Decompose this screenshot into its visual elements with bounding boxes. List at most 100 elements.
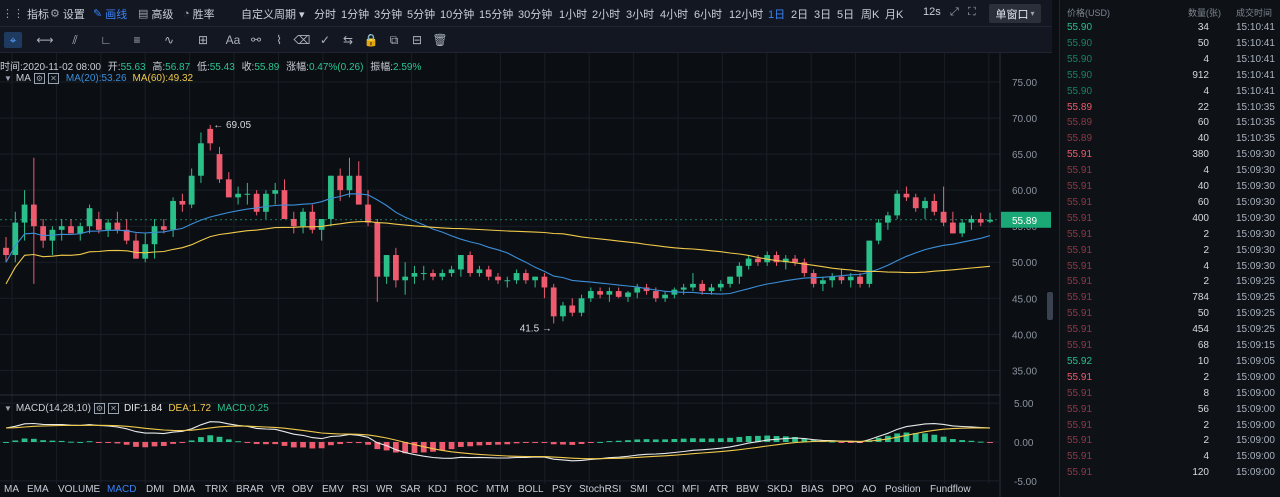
trade-qty: 10 [1197, 355, 1209, 367]
delete-tool-icon[interactable]: 🗑 [432, 33, 448, 47]
collapse-icon[interactable]: ▼ [4, 404, 12, 413]
lock-tool-icon[interactable]: 🔒 [363, 33, 379, 47]
trade-row: 55.90 4 15:10:41 [1060, 85, 1280, 100]
period-4-tab[interactable]: 5分钟 [407, 9, 436, 21]
draw-button[interactable]: ✎ 画线 [93, 6, 127, 21]
expand-icon[interactable]: ⤢ [950, 6, 959, 18]
indicator-tab-mtm[interactable]: MTM [486, 484, 509, 495]
trade-price: 55.92 [1067, 355, 1093, 367]
period-11-tab[interactable]: 4小时 [660, 9, 689, 21]
period-1-tab[interactable]: 分时 [314, 9, 336, 21]
indicator-tab-bias[interactable]: BIAS [801, 484, 824, 495]
trade-price: 55.91 [1067, 371, 1093, 383]
indicator-tab-stochrsi[interactable]: StochRSI [579, 484, 622, 495]
indicator-tab-ma[interactable]: MA [4, 484, 19, 495]
period-16-tab[interactable]: 3日 [814, 9, 832, 21]
ma-settings-icon[interactable]: ⚙ [33, 73, 45, 84]
indicator-tab-skdj[interactable]: SKDJ [767, 484, 793, 495]
candle-body [430, 273, 436, 277]
period-12-tab[interactable]: 6小时 [694, 9, 723, 21]
candle-body [86, 208, 93, 227]
copy-tool-icon[interactable]: ⧉ [389, 32, 399, 47]
text-tool-icon[interactable]: Aa [225, 33, 241, 47]
period-9-tab[interactable]: 2小时 [592, 9, 621, 21]
indicator-tab-atr[interactable]: ATR [709, 484, 729, 495]
collapse-icon[interactable]: ▼ [4, 74, 12, 83]
parallel-channel-tool-icon[interactable]: ≡ [133, 33, 141, 47]
winrate-button[interactable]: ◔ 胜率 [183, 6, 215, 21]
trade-price: 55.91 [1067, 181, 1093, 192]
period-15-tab[interactable]: 2日 [791, 9, 809, 21]
period-7-tab[interactable]: 30分钟 [518, 9, 553, 21]
indicator-tab-bbw[interactable]: BBW [736, 484, 759, 495]
indicator-tab-macd[interactable]: MACD [107, 484, 137, 495]
crosshair-tool-icon[interactable]: ⌖ [4, 32, 22, 48]
indicator-tab-position[interactable]: Position [885, 484, 921, 495]
indicator-tab-cci[interactable]: CCI [657, 484, 675, 495]
settings-button[interactable]: ⚙ 设置 [50, 6, 85, 21]
advanced-button[interactable]: ▤ 高级 [138, 6, 173, 21]
indicator-button[interactable]: ⋮⋮ 指标 [2, 6, 49, 21]
candle-body [578, 298, 585, 313]
indicator-tab-dmi[interactable]: DMI [146, 484, 165, 495]
indicator-tab-sar[interactable]: SAR [400, 484, 421, 495]
macd-close-icon[interactable]: ✕ [107, 403, 119, 414]
period-10-tab[interactable]: 3小时 [626, 9, 655, 21]
indicator-tab-smi[interactable]: SMI [630, 484, 648, 495]
indicator-tab-emv[interactable]: EMV [322, 484, 344, 495]
indicator-tab-vr[interactable]: VR [271, 484, 285, 495]
macd-histogram-bar [680, 438, 687, 442]
period-17-tab[interactable]: 5日 [837, 9, 855, 21]
macd-histogram-bar [49, 440, 56, 442]
period-0-tab[interactable]: 自定义周期 ▾ [241, 9, 305, 21]
magnet-tool-icon[interactable]: ⚯ [250, 33, 262, 47]
pane-resize-handle[interactable] [1047, 292, 1053, 320]
indicator-tab-rsi[interactable]: RSI [352, 484, 369, 495]
indicator-tab-dma[interactable]: DMA [173, 484, 196, 495]
indicator-tab-obv[interactable]: OBV [292, 484, 314, 495]
indicator-tab-fundflow[interactable]: Fundflow [930, 484, 971, 495]
indicator-tab-brar[interactable]: BRAR [236, 484, 264, 495]
indicator-tab-roc[interactable]: ROC [456, 484, 479, 495]
ma-close-icon[interactable]: ✕ [47, 73, 59, 84]
marker-tool-icon[interactable]: ✓ [319, 33, 331, 47]
indicator-tab-kdj[interactable]: KDJ [428, 484, 447, 495]
ruler-tool-icon[interactable]: ⌇ [276, 33, 282, 47]
indicator-tab-mfi[interactable]: MFI [682, 484, 700, 495]
visible-tool-icon[interactable]: ⇆ [342, 33, 354, 47]
indicator-tab-boll[interactable]: BOLL [518, 484, 544, 495]
candlestick-chart[interactable]: 75.0070.0065.0060.0055.0050.0045.0040.00… [0, 53, 1052, 497]
period-6-tab[interactable]: 15分钟 [479, 9, 514, 21]
period-5-tab[interactable]: 10分钟 [440, 9, 475, 21]
trend-line-tool-icon[interactable]: ⫽ [72, 32, 78, 47]
indicator-tab-ao[interactable]: AO [862, 484, 877, 495]
macd-histogram-bar [188, 440, 195, 442]
period-8-tab[interactable]: 1小时 [559, 9, 588, 21]
macd-histogram-bar [550, 442, 557, 445]
window-mode-select[interactable]: 单窗口 ▾ [989, 4, 1041, 23]
eraser-tool-icon[interactable]: ⌫ [293, 33, 311, 47]
clear-tool-icon[interactable]: ⊟ [411, 33, 423, 47]
candle-body [216, 154, 223, 180]
indicator-tab-volume[interactable]: VOLUME [58, 484, 101, 495]
measure-tool-icon[interactable]: ⊞ [197, 33, 209, 47]
candle-body [105, 222, 111, 230]
indicator-tab-wr[interactable]: WR [376, 484, 393, 495]
period-18-tab[interactable]: 周K [861, 9, 880, 21]
indicator-tab-ema[interactable]: EMA [27, 484, 49, 495]
indicator-tab-psy[interactable]: PSY [552, 484, 573, 495]
indicator-tab-dpo[interactable]: DPO [832, 484, 854, 495]
indicator-tab-trix[interactable]: TRIX [205, 484, 228, 495]
fullscreen-icon[interactable]: ⛶ [968, 6, 976, 18]
angle-tool-icon[interactable]: ∟ [100, 33, 112, 47]
period-2-tab[interactable]: 1分钟 [341, 9, 370, 21]
period-19-tab[interactable]: 月K [885, 9, 904, 21]
horizontal-line-tool-icon[interactable]: ⟷ [36, 33, 54, 47]
period-14-tab[interactable]: 1日 [768, 9, 786, 21]
macd-histogram-bar [485, 442, 492, 445]
wave-tool-icon[interactable]: ∿ [163, 33, 175, 47]
period-13-tab[interactable]: 12小时 [729, 9, 764, 21]
period-3-tab[interactable]: 3分钟 [374, 9, 403, 21]
macd-settings-icon[interactable]: ⚙ [93, 403, 105, 414]
macd-histogram-bar [671, 439, 678, 442]
